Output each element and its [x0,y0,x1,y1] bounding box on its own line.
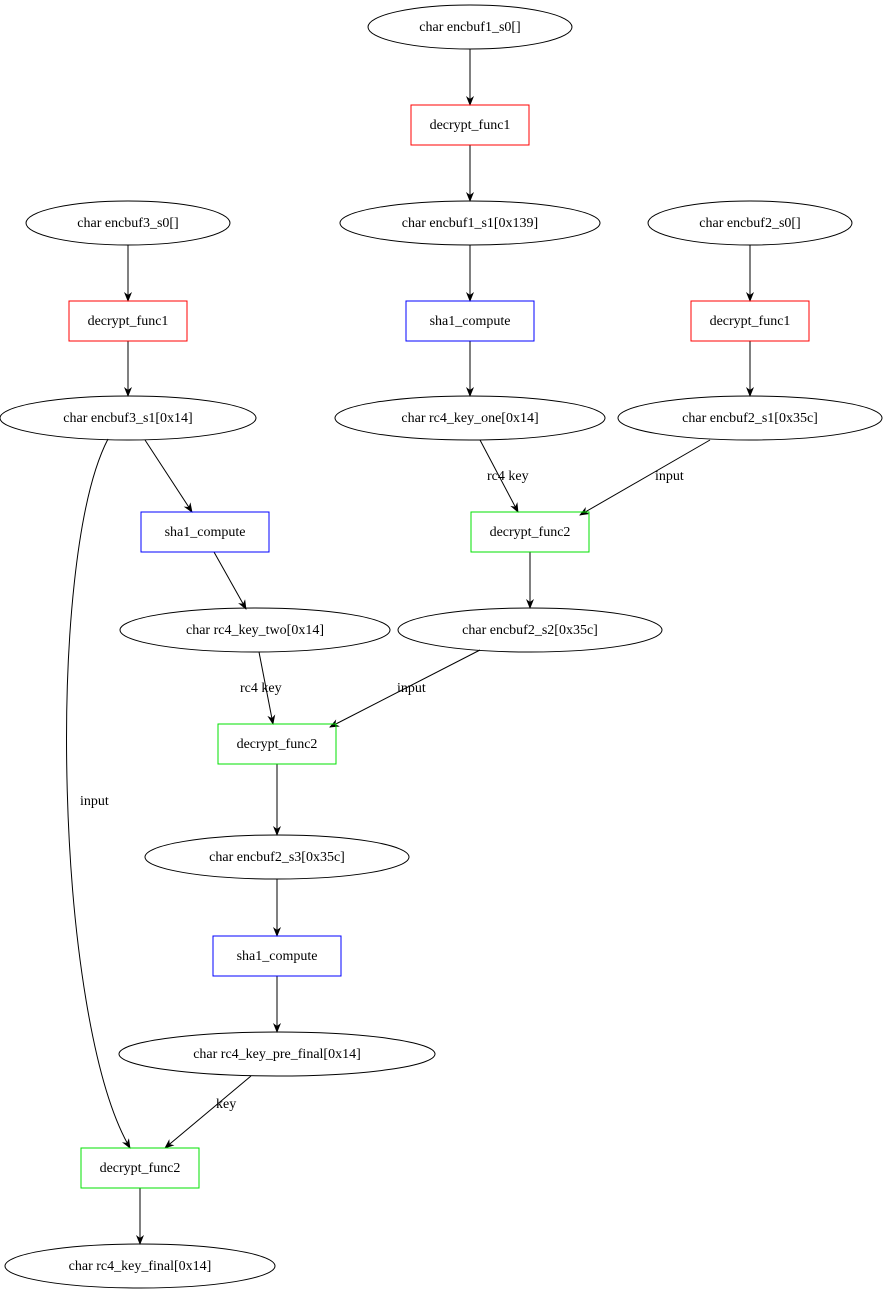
node-label: char encbuf1_s0[] [419,20,520,35]
node-label: char encbuf1_s1[0x139] [402,216,538,231]
node-label: char encbuf3_s0[] [77,216,178,231]
edge: input [330,650,480,727]
node-n_rc4_key_final: char rc4_key_final[0x14] [5,1244,275,1288]
node-label: char encbuf2_s1[0x35c] [682,411,818,426]
edge: input [67,439,130,1148]
node-n_encbuf1_s0: char encbuf1_s0[] [368,5,572,49]
node-n_rc4_key_pre_final: char rc4_key_pre_final[0x14] [119,1032,435,1076]
edge-label: key [216,1097,236,1112]
node-label: sha1_compute [165,525,246,540]
node-label: char rc4_key_one[0x14] [401,411,538,426]
edge-label: input [397,681,426,696]
edge: rc4 key [240,652,282,724]
node-label: char encbuf2_s0[] [699,216,800,231]
node-n_encbuf1_s1: char encbuf1_s1[0x139] [340,201,600,245]
node-label: decrypt_func2 [490,525,571,540]
edge-label: rc4 key [240,681,282,696]
node-label: decrypt_func2 [100,1161,181,1176]
node-label: decrypt_func1 [710,314,791,329]
edge [214,552,246,609]
node-n_encbuf2_s3: char encbuf2_s3[0x35c] [145,835,409,879]
edge: rc4 key [480,440,529,512]
node-label: sha1_compute [237,949,318,964]
node-n_df1_c: decrypt_func1 [691,301,809,341]
node-label: char rc4_key_final[0x14] [69,1259,212,1274]
edge: key [165,1076,251,1148]
node-n_df1_a: decrypt_func1 [411,105,529,145]
node-label: decrypt_func2 [237,737,318,752]
node-label: char encbuf3_s1[0x14] [63,411,192,426]
node-label: char encbuf2_s3[0x35c] [209,850,345,865]
node-n_sha1_a: sha1_compute [406,301,534,341]
node-label: char rc4_key_two[0x14] [186,623,324,638]
edge: input [580,440,710,515]
node-n_sha1_c: sha1_compute [213,936,341,976]
flowchart-diagram: rc4 key input input input rc4 key key char en… [0,0,885,1301]
node-n_df2_a: decrypt_func2 [471,512,589,552]
node-n_df2_c: decrypt_func2 [81,1148,199,1188]
nodes-group: char encbuf1_s0[]decrypt_func1char encbu… [0,5,882,1288]
edge-label: input [80,794,109,809]
edge [145,440,192,512]
edge-label: input [655,469,684,484]
node-label: decrypt_func1 [88,314,169,329]
node-n_encbuf3_s1: char encbuf3_s1[0x14] [0,396,256,440]
node-n_sha1_b: sha1_compute [141,512,269,552]
node-n_encbuf3_s0: char encbuf3_s0[] [26,201,230,245]
node-n_df1_b: decrypt_func1 [69,301,187,341]
node-n_rc4_key_one: char rc4_key_one[0x14] [335,396,605,440]
node-n_rc4_key_two: char rc4_key_two[0x14] [120,608,390,652]
node-n_df2_b: decrypt_func2 [218,724,336,764]
node-n_encbuf2_s1: char encbuf2_s1[0x35c] [618,396,882,440]
node-label: char rc4_key_pre_final[0x14] [193,1047,361,1062]
node-n_encbuf2_s0: char encbuf2_s0[] [648,201,852,245]
node-label: char encbuf2_s2[0x35c] [462,623,598,638]
node-label: decrypt_func1 [430,118,511,133]
edge-label: rc4 key [487,469,529,484]
node-n_encbuf2_s2: char encbuf2_s2[0x35c] [398,608,662,652]
node-label: sha1_compute [430,314,511,329]
